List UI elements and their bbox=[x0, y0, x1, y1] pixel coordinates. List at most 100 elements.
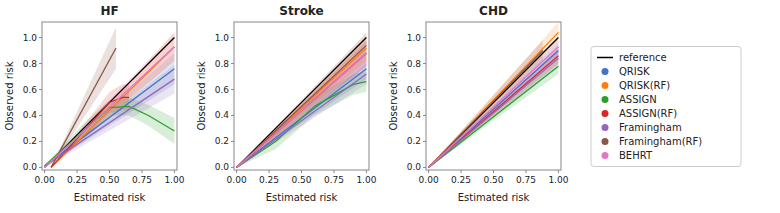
legend-entry: ASSIGN bbox=[619, 94, 657, 105]
y-tick bbox=[39, 115, 42, 116]
y-tick-label: 0.0 bbox=[23, 162, 38, 172]
legend-marker bbox=[602, 68, 609, 75]
y-tick-label: 0.4 bbox=[23, 110, 38, 120]
x-tick-label: 0.50 bbox=[483, 175, 503, 185]
ci-band bbox=[45, 32, 175, 167]
y-tick bbox=[39, 167, 42, 168]
legend-marker bbox=[602, 96, 609, 103]
x-tick bbox=[174, 170, 175, 173]
calibration-line bbox=[237, 53, 367, 167]
y-tick-label: 0.4 bbox=[407, 110, 422, 120]
plot-frame bbox=[426, 22, 561, 170]
x-tick bbox=[558, 170, 559, 173]
y-tick bbox=[423, 141, 426, 142]
legend-entry: Framingham(RF) bbox=[619, 136, 702, 147]
y-tick-label: 0.2 bbox=[215, 136, 229, 146]
y-tick-label: 0.6 bbox=[23, 85, 38, 95]
y-tick-label: 0.6 bbox=[215, 85, 230, 95]
panel: 0.000.250.500.751.000.00.20.40.60.81.0St… bbox=[196, 4, 377, 203]
x-tick bbox=[333, 170, 334, 173]
calibration-line bbox=[51, 48, 116, 167]
x-tick-label: 0.00 bbox=[227, 175, 247, 185]
x-tick bbox=[109, 170, 110, 173]
calibration-line bbox=[237, 69, 367, 168]
y-tick bbox=[231, 141, 234, 142]
calibration-line bbox=[237, 53, 367, 167]
y-axis-label: Observed risk bbox=[388, 61, 399, 130]
x-tick-label: 0.25 bbox=[451, 175, 471, 185]
x-tick bbox=[366, 170, 367, 173]
y-tick bbox=[231, 115, 234, 116]
x-axis-label: Estimated risk bbox=[74, 192, 146, 203]
calibration-line bbox=[45, 79, 175, 166]
calibration-line bbox=[429, 47, 559, 168]
calibration-line bbox=[429, 66, 559, 167]
calibration-line bbox=[429, 32, 559, 167]
legend-marker bbox=[602, 82, 609, 89]
ci-band bbox=[237, 32, 367, 167]
plot-frame bbox=[42, 22, 177, 170]
x-tick bbox=[493, 170, 494, 173]
legend-frame bbox=[591, 47, 741, 167]
x-axis-label: Estimated risk bbox=[266, 192, 338, 203]
calibration-line bbox=[237, 45, 367, 167]
x-axis-label: Estimated risk bbox=[458, 192, 530, 203]
reference-line bbox=[237, 38, 367, 168]
ci-band bbox=[237, 40, 367, 167]
x-tick-label: 1.00 bbox=[164, 175, 184, 185]
x-tick-label: 1.00 bbox=[356, 175, 376, 185]
x-tick bbox=[461, 170, 462, 173]
plot-area bbox=[45, 27, 175, 167]
y-tick bbox=[39, 89, 42, 90]
y-tick-label: 0.2 bbox=[23, 136, 37, 146]
x-tick bbox=[428, 170, 429, 173]
ci-band bbox=[51, 27, 116, 167]
panel-title: HF bbox=[100, 4, 118, 18]
panel-title: CHD bbox=[479, 4, 508, 18]
y-axis-label: Observed risk bbox=[196, 61, 207, 130]
calibration-line bbox=[45, 47, 175, 168]
y-tick-label: 1.0 bbox=[215, 33, 230, 43]
legend-marker bbox=[602, 152, 609, 159]
x-tick-label: 0.00 bbox=[35, 175, 55, 185]
calibration-line bbox=[429, 51, 543, 168]
y-tick bbox=[39, 141, 42, 142]
legend: reference QRISK QRISK(RF) ASSIGN ASSIGN(RF) F… bbox=[591, 47, 741, 167]
calibration-line bbox=[45, 106, 175, 166]
x-tick-label: 0.25 bbox=[67, 175, 87, 185]
x-tick-label: 0.50 bbox=[291, 175, 311, 185]
reference-line bbox=[429, 38, 559, 168]
x-tick bbox=[236, 170, 237, 173]
x-tick bbox=[301, 170, 302, 173]
y-tick-label: 0.8 bbox=[407, 59, 422, 69]
y-tick-label: 0.8 bbox=[23, 59, 38, 69]
y-tick-label: 0.0 bbox=[407, 162, 422, 172]
legend-marker bbox=[602, 124, 609, 131]
calibration-line bbox=[45, 69, 175, 166]
y-tick bbox=[231, 37, 234, 38]
legend-entry: QRISK bbox=[619, 66, 650, 77]
x-tick bbox=[525, 170, 526, 173]
y-tick bbox=[231, 89, 234, 90]
y-tick bbox=[231, 63, 234, 64]
x-tick bbox=[269, 170, 270, 173]
figure: 0.000.250.500.751.000.00.20.40.60.81.0HF… bbox=[0, 0, 780, 213]
legend-marker bbox=[602, 138, 609, 145]
y-tick-label: 1.0 bbox=[23, 33, 38, 43]
y-tick bbox=[423, 37, 426, 38]
legend-entry: reference bbox=[619, 52, 667, 63]
calibration-line bbox=[237, 74, 367, 167]
legend-line bbox=[597, 57, 613, 59]
y-tick bbox=[231, 167, 234, 168]
legend-entry: ASSIGN(RF) bbox=[619, 108, 677, 119]
legend-marker bbox=[602, 110, 609, 117]
legend-entry: QRISK(RF) bbox=[619, 80, 670, 91]
panel-title: Stroke bbox=[279, 4, 323, 18]
y-tick-label: 0.8 bbox=[215, 59, 230, 69]
calibration-line bbox=[51, 97, 129, 167]
x-tick-label: 1.00 bbox=[548, 175, 568, 185]
x-tick bbox=[77, 170, 78, 173]
y-tick bbox=[423, 167, 426, 168]
legend-entry: BEHRT bbox=[619, 150, 653, 161]
y-tick bbox=[423, 89, 426, 90]
